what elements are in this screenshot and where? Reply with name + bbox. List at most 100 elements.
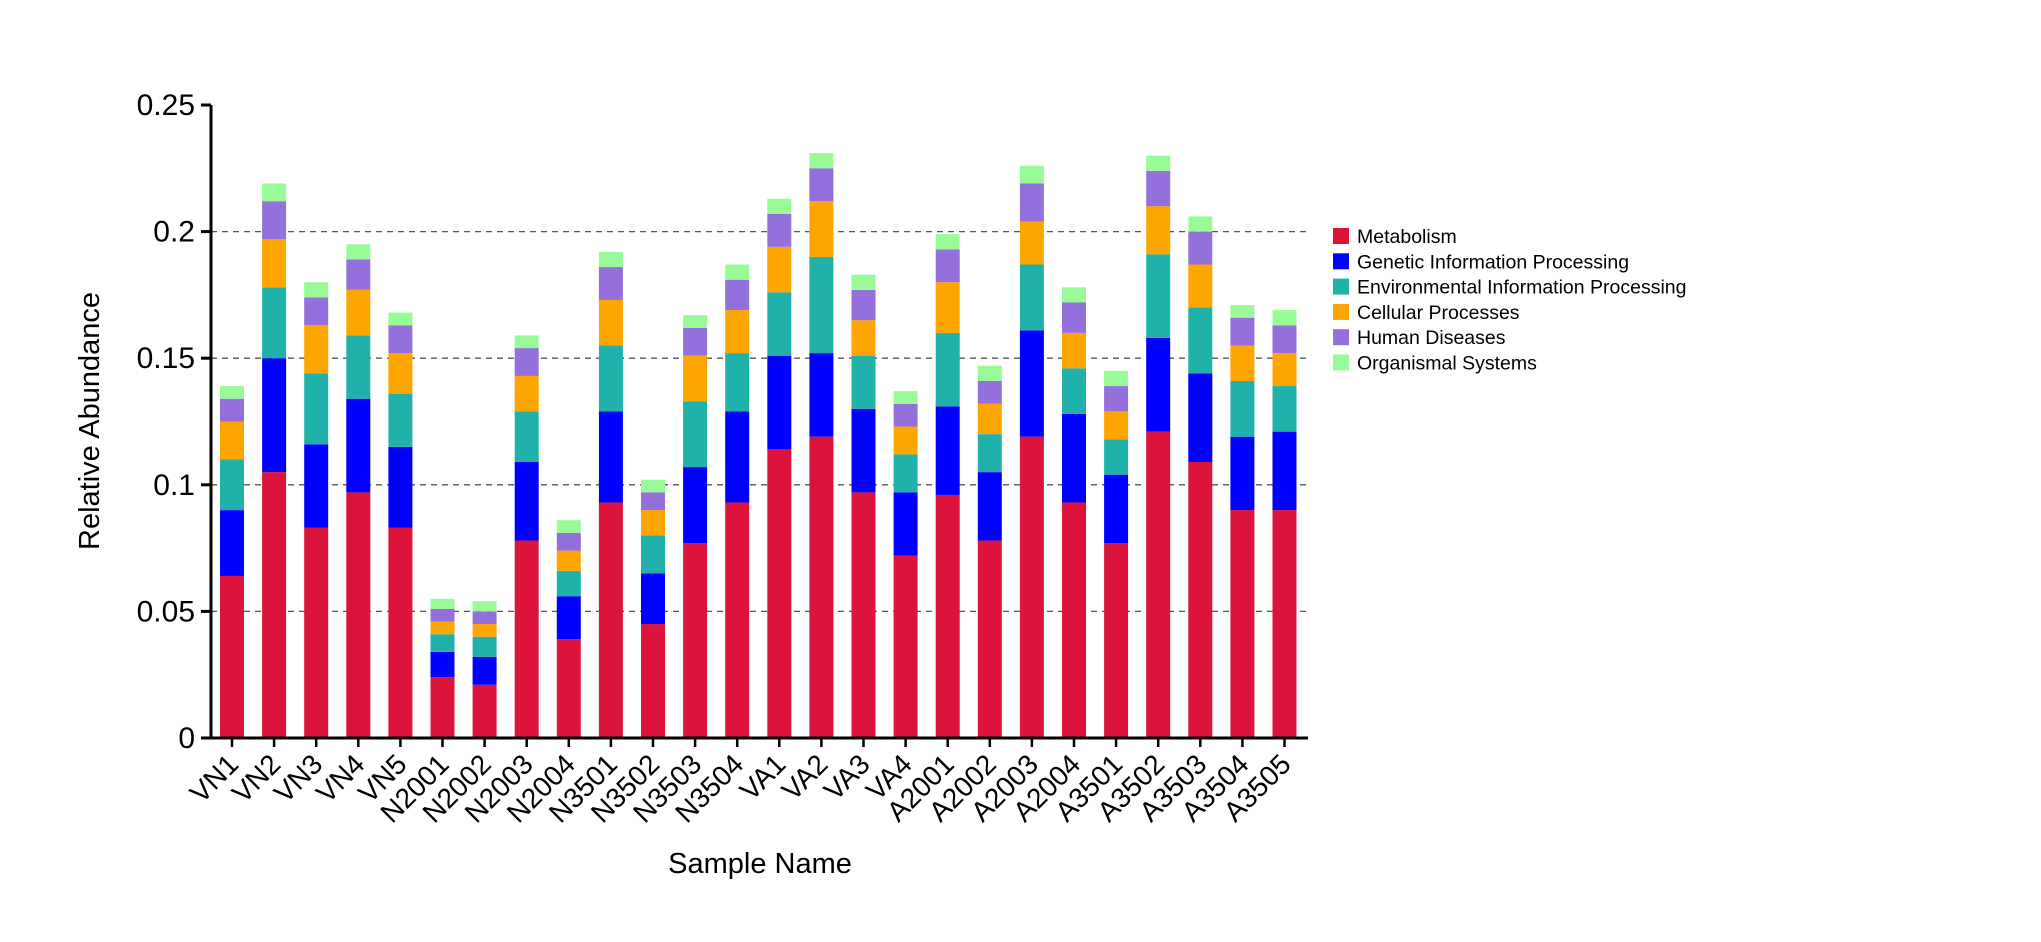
- legend-label: Genetic Information Processing: [1357, 251, 1629, 273]
- bar-segment: [346, 244, 371, 260]
- bar-segment: [851, 274, 876, 290]
- y-axis-ticks: 0 0.05 0.1 0.15 0.2 0.25: [137, 89, 211, 755]
- bar-segment: [514, 540, 539, 738]
- bar-segment: [430, 598, 455, 609]
- y-tick-label: 0: [178, 722, 195, 755]
- legend-item: Metabolism: [1333, 226, 1457, 248]
- bar-segment: [1062, 368, 1086, 414]
- bar-segment: [304, 527, 329, 738]
- bar-segment: [1272, 353, 1297, 387]
- bar-stack: [977, 365, 1002, 738]
- bar-segment: [1019, 330, 1044, 437]
- bar-stack: [304, 282, 329, 738]
- bar-stack: [1230, 305, 1255, 738]
- bar-segment: [388, 312, 413, 326]
- bar-segment: [809, 436, 834, 738]
- bar-segment: [977, 472, 1002, 541]
- bar-segment: [767, 292, 792, 356]
- bar-segment: [220, 575, 244, 738]
- bar-segment: [1062, 413, 1086, 503]
- bar-stack: [598, 251, 623, 738]
- bar-segment: [893, 426, 918, 455]
- legend-swatch: [1333, 228, 1349, 244]
- bar-segment: [1019, 165, 1044, 184]
- bar-segment: [683, 543, 708, 738]
- bar-segment: [514, 335, 539, 349]
- bar-segment: [977, 380, 1002, 404]
- bar-stack: [1146, 155, 1171, 738]
- bar-segment: [935, 249, 960, 283]
- bar-segment: [262, 358, 287, 473]
- bar-stack: [935, 234, 960, 738]
- bar-segment: [472, 601, 497, 612]
- bar-segment: [935, 494, 960, 738]
- bar-segment: [641, 479, 665, 493]
- bar-segment: [1019, 264, 1044, 331]
- bar-segment: [430, 608, 455, 622]
- legend-item: Cellular Processes: [1333, 302, 1520, 324]
- bar-stack: [346, 244, 371, 738]
- bar-segment: [725, 502, 750, 738]
- y-tick-label: 0.1: [153, 469, 195, 502]
- bar-stack: [725, 264, 750, 738]
- bar-segment: [767, 355, 792, 450]
- bar-segment: [1019, 221, 1044, 265]
- bar-stack: [893, 391, 918, 738]
- bar-segment: [556, 596, 581, 640]
- bar-segment: [220, 421, 244, 460]
- legend-swatch: [1333, 303, 1349, 320]
- bar-segment: [935, 406, 960, 495]
- grid-lines: [211, 230, 1308, 613]
- bar-stack: [220, 386, 244, 738]
- bar-segment: [1188, 462, 1213, 738]
- bar-segment: [1104, 370, 1129, 387]
- bar-segment: [851, 320, 876, 356]
- bar-segment: [1272, 310, 1297, 326]
- bar-segment: [683, 315, 708, 328]
- bar-stack: [641, 479, 665, 738]
- bar-segment: [683, 355, 708, 402]
- bar-segment: [977, 365, 1002, 381]
- bar-segment: [1104, 474, 1129, 544]
- x-axis-title: Sample Name: [668, 848, 852, 880]
- bar-segment: [556, 639, 581, 738]
- bar-segment: [1104, 386, 1129, 412]
- bar-segment: [556, 570, 581, 597]
- bar-segment: [1062, 332, 1086, 369]
- bar-segment: [641, 624, 665, 738]
- bar-stack: [809, 153, 834, 738]
- bar-segment: [893, 492, 918, 556]
- bar-segment: [262, 472, 287, 738]
- bar-segment: [472, 636, 497, 657]
- bar-segment: [220, 459, 244, 511]
- bar-segment: [220, 398, 244, 422]
- bar-stack: [1019, 165, 1044, 738]
- bar-segment: [725, 310, 750, 354]
- bar-segment: [893, 555, 918, 738]
- legend-item: Environmental Information Processing: [1333, 277, 1687, 299]
- bar-segment: [683, 401, 708, 468]
- bar-segment: [767, 213, 792, 247]
- bar-segment: [514, 462, 539, 541]
- bar-segment: [893, 403, 918, 427]
- bar-stack: [388, 312, 413, 738]
- bar-segment: [430, 634, 455, 652]
- bar-segment: [514, 411, 539, 463]
- bar-stack: [1188, 216, 1213, 738]
- bar-segment: [1104, 543, 1129, 738]
- legend-swatch: [1333, 329, 1349, 346]
- bar-segment: [220, 510, 244, 576]
- y-axis-title: Relative Abundance: [74, 292, 106, 550]
- bar-segment: [1146, 254, 1171, 338]
- bar-segment: [809, 201, 834, 257]
- bar-stack: [556, 520, 581, 738]
- bar-segment: [977, 403, 1002, 435]
- bar-segment: [556, 520, 581, 533]
- bar-segment: [304, 444, 329, 528]
- bar-segment: [725, 279, 750, 311]
- bar-segment: [1104, 439, 1129, 475]
- bar-segment: [346, 398, 371, 493]
- bar-segment: [1062, 502, 1086, 738]
- bar-segment: [893, 454, 918, 493]
